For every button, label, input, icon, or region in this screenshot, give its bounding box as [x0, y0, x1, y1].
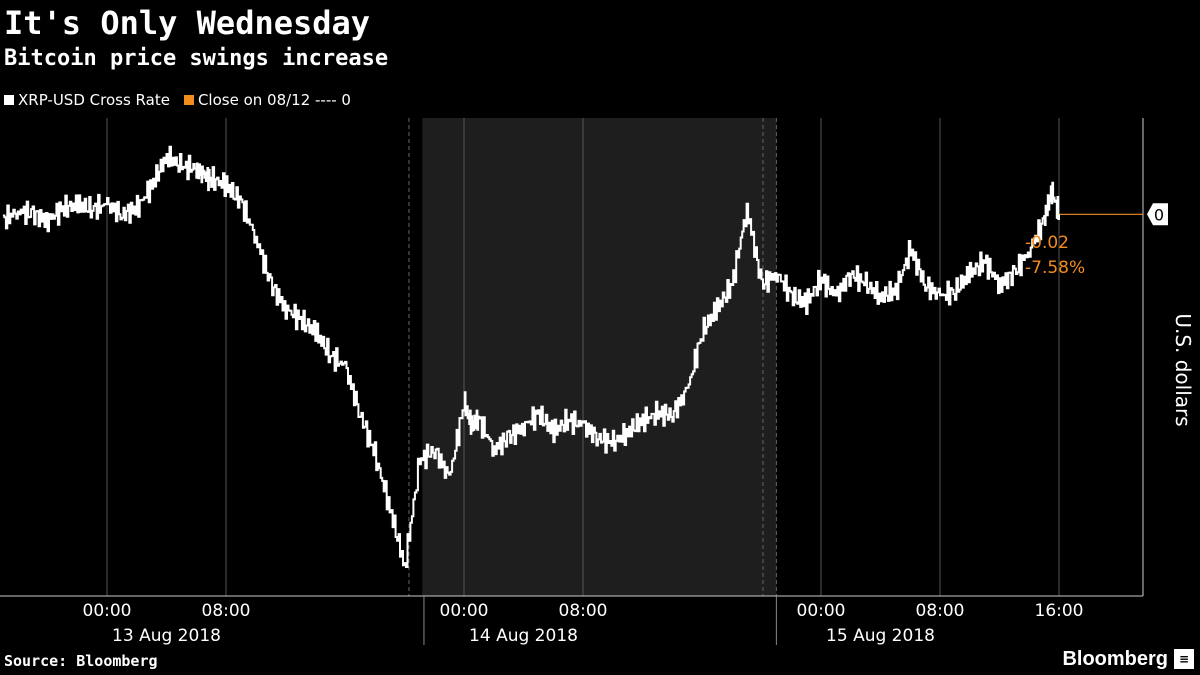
- x-tick-label-2: 00:00: [440, 601, 489, 621]
- date-label-2: 15 Aug 2018: [826, 626, 935, 646]
- y-marker-label: 0: [1154, 205, 1164, 224]
- y-axis-label: U.S. dollars: [1171, 313, 1195, 426]
- x-tick-label-0: 00:00: [83, 601, 132, 621]
- series-line-xrp: [2, 145, 1060, 568]
- legend: XRP-USD Cross Rate Close on 08/12 ---- 0: [4, 91, 365, 109]
- y-value-marker: [1147, 203, 1168, 226]
- legend-label-close: Close on 08/12 ---- 0: [197, 91, 351, 109]
- legend-item-close: Close on 08/12 ---- 0: [183, 91, 351, 109]
- shaded-region: [422, 118, 777, 596]
- legend-item-xrp: XRP-USD Cross Rate: [4, 91, 170, 109]
- brand-logo: Bloomberg: [1062, 648, 1168, 670]
- bloomberg-icon: ≡: [1174, 649, 1194, 669]
- x-tick-label-3: 08:00: [559, 601, 608, 621]
- chart-title: It's Only Wednesday: [4, 4, 371, 42]
- legend-swatch-orange: [183, 95, 194, 105]
- chart-subtitle: Bitcoin price swings increase: [4, 46, 389, 71]
- source-note: Source: Bloomberg: [4, 652, 158, 670]
- x-tick-label-4: 00:00: [797, 601, 846, 621]
- annotation-0: -0.02: [1025, 233, 1069, 253]
- legend-swatch-white: [4, 95, 14, 105]
- x-tick-label-1: 08:00: [202, 601, 251, 621]
- x-tick-label-5: 08:00: [916, 601, 965, 621]
- annotation-1: -7.58%: [1025, 258, 1085, 278]
- x-tick-label-6: 16:00: [1035, 601, 1084, 621]
- date-label-0: 13 Aug 2018: [112, 626, 221, 646]
- legend-label-xrp: XRP-USD Cross Rate: [18, 91, 170, 109]
- date-label-1: 14 Aug 2018: [469, 626, 578, 646]
